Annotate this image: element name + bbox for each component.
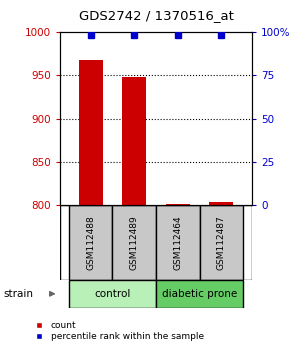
Text: GSM112488: GSM112488 — [86, 215, 95, 270]
Bar — [122, 77, 146, 205]
Bar — [200, 205, 243, 280]
Bar — [166, 204, 190, 205]
Bar — [209, 202, 233, 205]
Bar — [79, 59, 103, 205]
Text: control: control — [94, 289, 130, 299]
Legend: count, percentile rank within the sample: count, percentile rank within the sample — [30, 321, 204, 341]
Bar — [69, 280, 156, 308]
Text: strain: strain — [3, 289, 33, 299]
Text: GSM112489: GSM112489 — [130, 215, 139, 270]
Bar — [69, 205, 112, 280]
Text: GSM112487: GSM112487 — [217, 215, 226, 270]
Text: diabetic prone: diabetic prone — [162, 289, 237, 299]
Bar — [112, 205, 156, 280]
Text: GDS2742 / 1370516_at: GDS2742 / 1370516_at — [79, 10, 233, 22]
Bar — [156, 280, 243, 308]
Bar — [156, 205, 200, 280]
Text: GSM112464: GSM112464 — [173, 215, 182, 270]
